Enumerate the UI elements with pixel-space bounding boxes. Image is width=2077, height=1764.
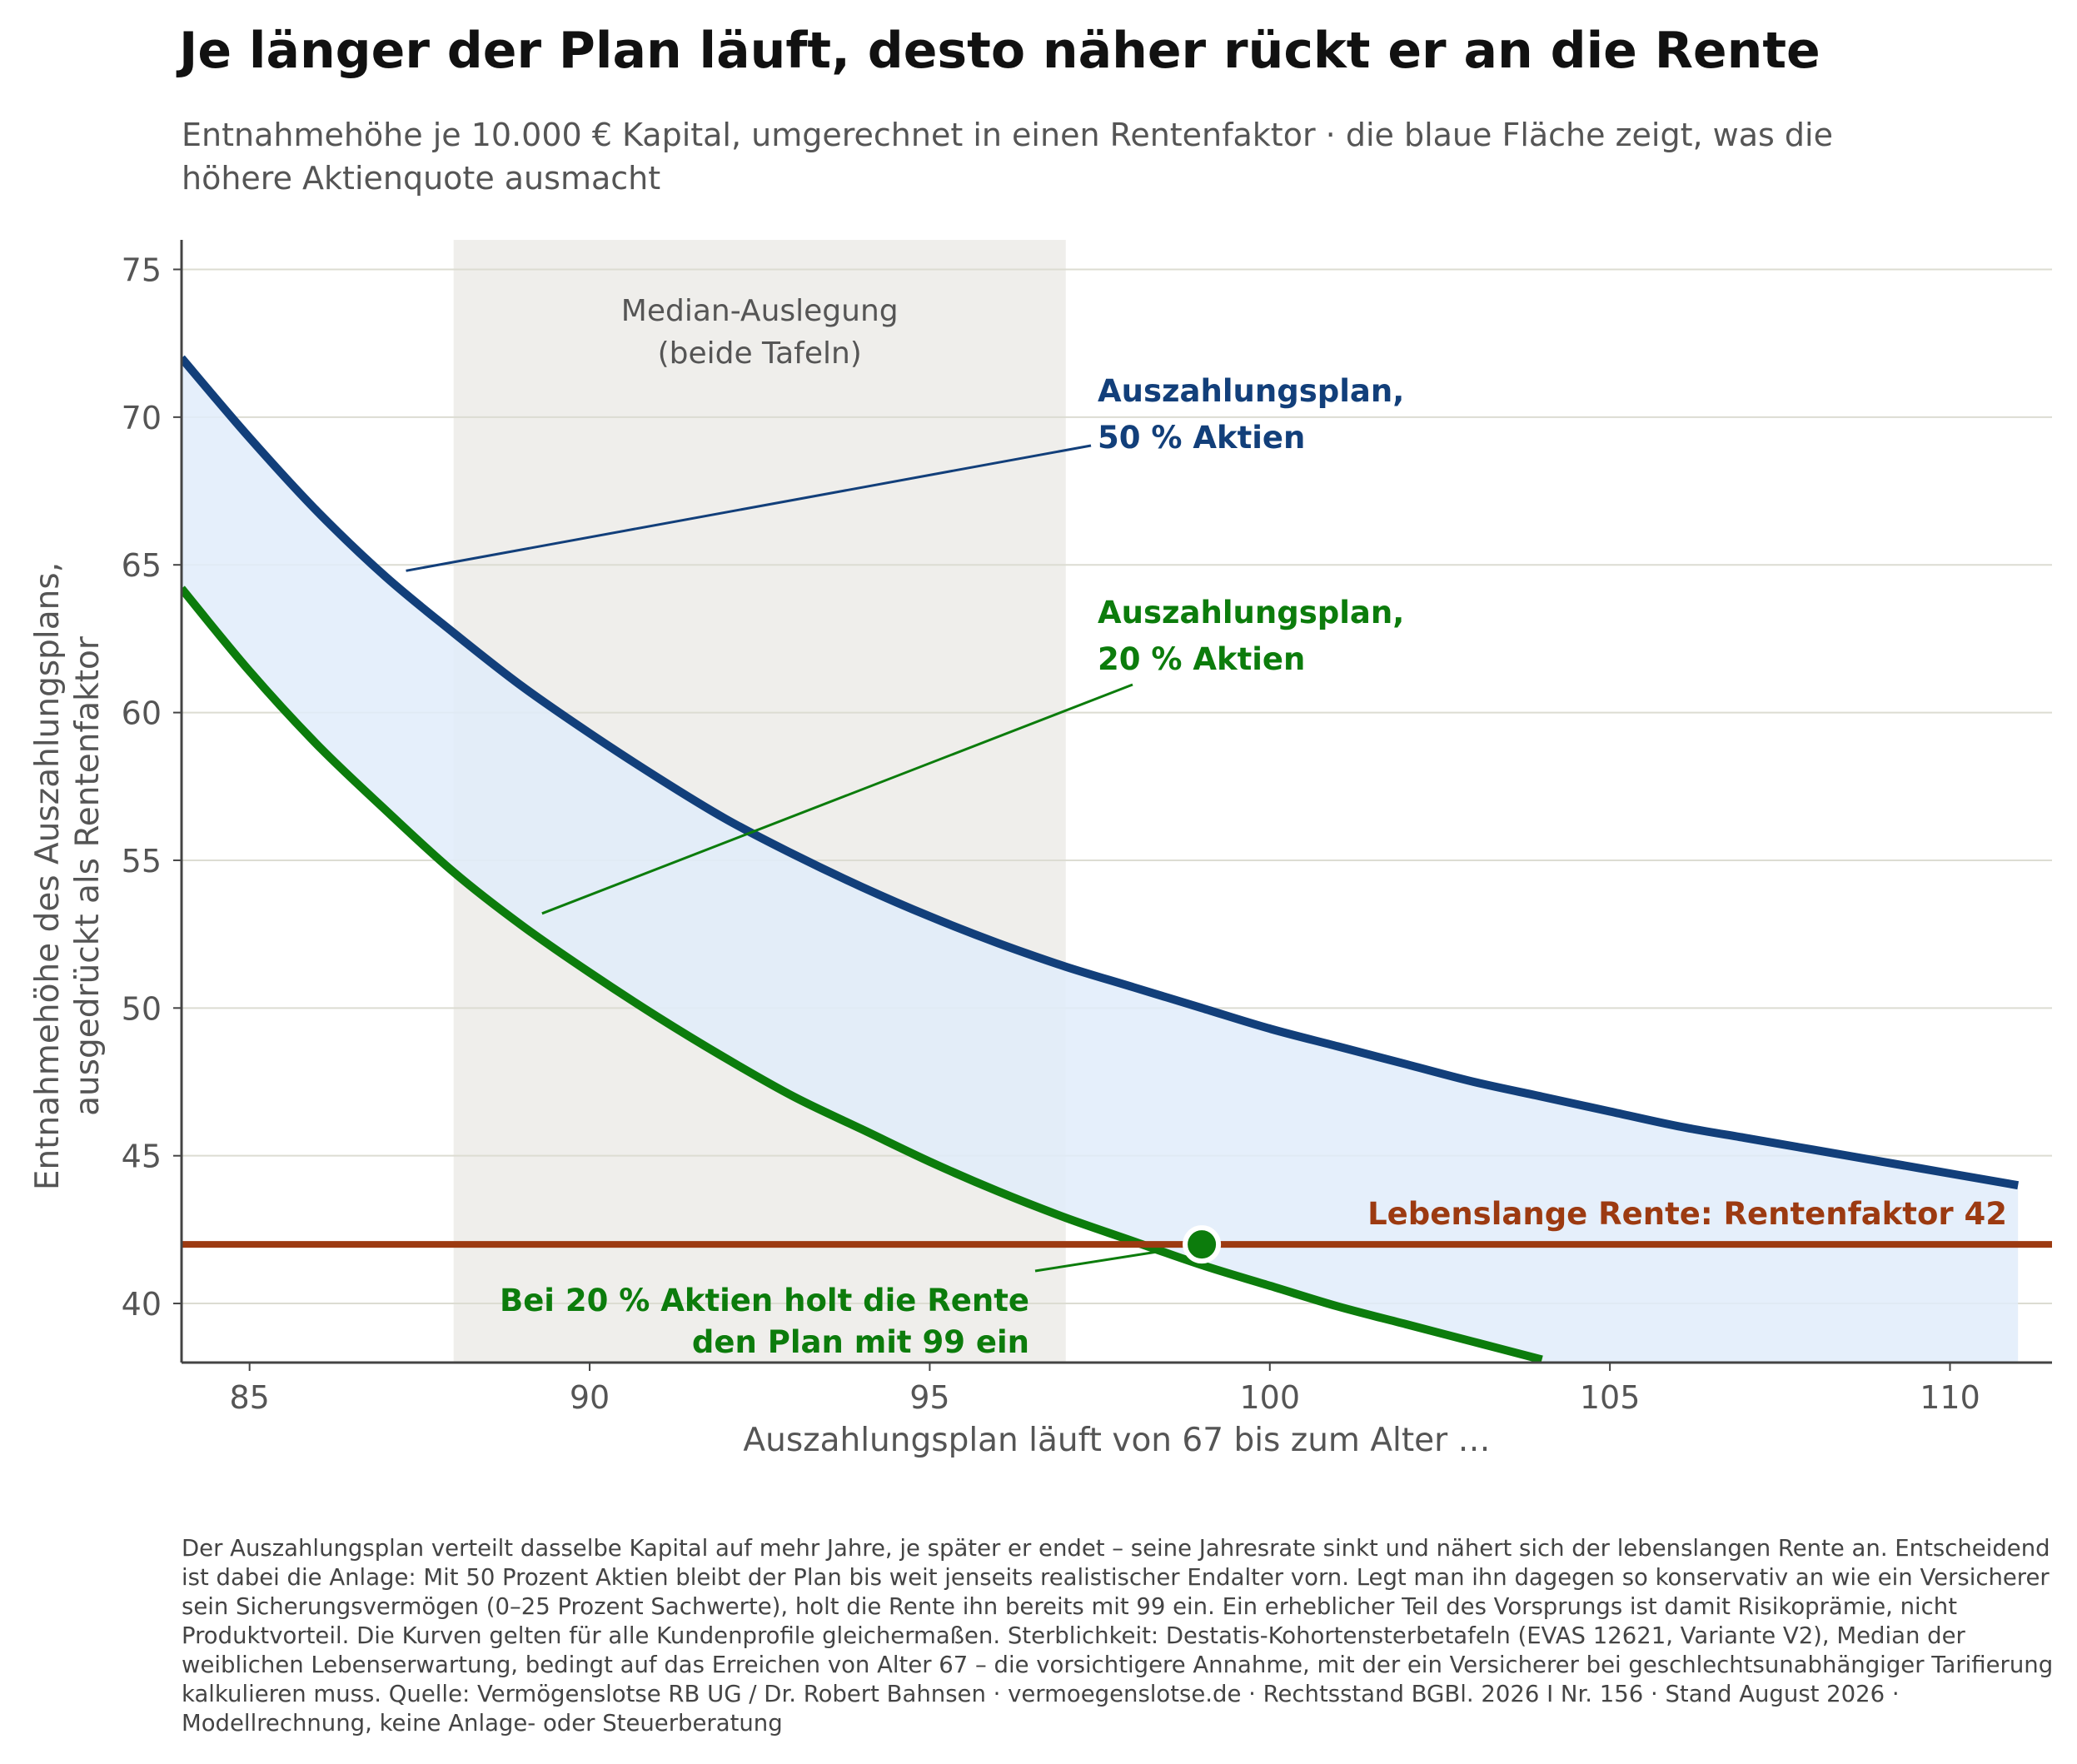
y-tick-label-40: 40 bbox=[122, 1286, 162, 1323]
y-tick-label-60: 60 bbox=[122, 695, 162, 732]
axis-labels: Auszahlungsplan läuft von 67 bis zum Alt… bbox=[29, 562, 1491, 1459]
series-label-20-line2: 20 % Aktien bbox=[1098, 641, 1305, 677]
y-tick-label-45: 45 bbox=[122, 1139, 162, 1175]
axes: 40 45 50 55 60 65 70 75 85 90 95 100 105 110 bbox=[122, 240, 2052, 1416]
series-group bbox=[182, 355, 2020, 1363]
median-region-label-line2: (beide Tafeln) bbox=[658, 336, 862, 371]
series-line-50-aktien bbox=[182, 355, 2020, 1190]
reference-line-group: Lebenslange Rente: Rentenfaktor 42 bbox=[182, 1196, 2052, 1248]
x-tick-label-85: 85 bbox=[229, 1379, 269, 1416]
x-tick-label-100: 100 bbox=[1239, 1379, 1300, 1416]
series-label-50-line1: Auszahlungsplan, bbox=[1098, 373, 1404, 409]
x-tick-label-90: 90 bbox=[570, 1379, 610, 1416]
y-axis-label-line2: ausgedrückt als Rentenfaktor bbox=[69, 635, 107, 1116]
chart-subtitle: Entnahmehöhe je 10.000 € Kapital, umgere… bbox=[182, 117, 1833, 197]
marker-label-line2: den Plan mit 99 ein bbox=[692, 1324, 1029, 1360]
y-tick-label-50: 50 bbox=[122, 990, 162, 1027]
x-axis-label: Auszahlungsplan läuft von 67 bis zum Alt… bbox=[743, 1422, 1490, 1459]
intersection-marker bbox=[1183, 1225, 1222, 1264]
series-line-20-aktien bbox=[182, 586, 1543, 1363]
x-tick-label-105: 105 bbox=[1580, 1379, 1641, 1416]
leader-line-marker bbox=[1034, 1249, 1163, 1273]
footnote: Der Auszahlungsplan verteilt dasselbe Ka… bbox=[182, 1535, 2054, 1737]
leader-line-20 bbox=[541, 683, 1133, 915]
reference-line-label: Lebenslange Rente: Rentenfaktor 42 bbox=[1367, 1196, 2007, 1232]
y-tick-label-65: 65 bbox=[122, 547, 162, 584]
fill-between-path bbox=[182, 357, 2019, 1363]
chart-title: Je länger der Plan läuft, desto näher rü… bbox=[179, 22, 1820, 80]
grid-lines bbox=[182, 268, 2052, 1305]
median-region-label-line1: Median-Auslegung bbox=[621, 294, 899, 328]
marker-label-line1: Bei 20 % Aktien holt die Rente bbox=[500, 1283, 1029, 1318]
annotations: Auszahlungsplan, 50 % Aktien Auszahlungspl… bbox=[406, 373, 1404, 1360]
series-label-50-line2: 50 % Aktien bbox=[1098, 420, 1305, 456]
y-tick-label-75: 75 bbox=[122, 252, 162, 288]
y-tick-label-55: 55 bbox=[122, 843, 162, 880]
fill-between-area bbox=[182, 357, 2019, 1363]
y-axis-label-line1: Entnahmehöhe des Auszahlungsplans, bbox=[29, 562, 67, 1190]
x-tick-label-95: 95 bbox=[909, 1379, 949, 1416]
y-tick-label-70: 70 bbox=[122, 400, 162, 436]
x-tick-label-110: 110 bbox=[1920, 1379, 1980, 1416]
series-label-20-line1: Auszahlungsplan, bbox=[1098, 595, 1404, 630]
leader-line-50 bbox=[406, 444, 1092, 572]
